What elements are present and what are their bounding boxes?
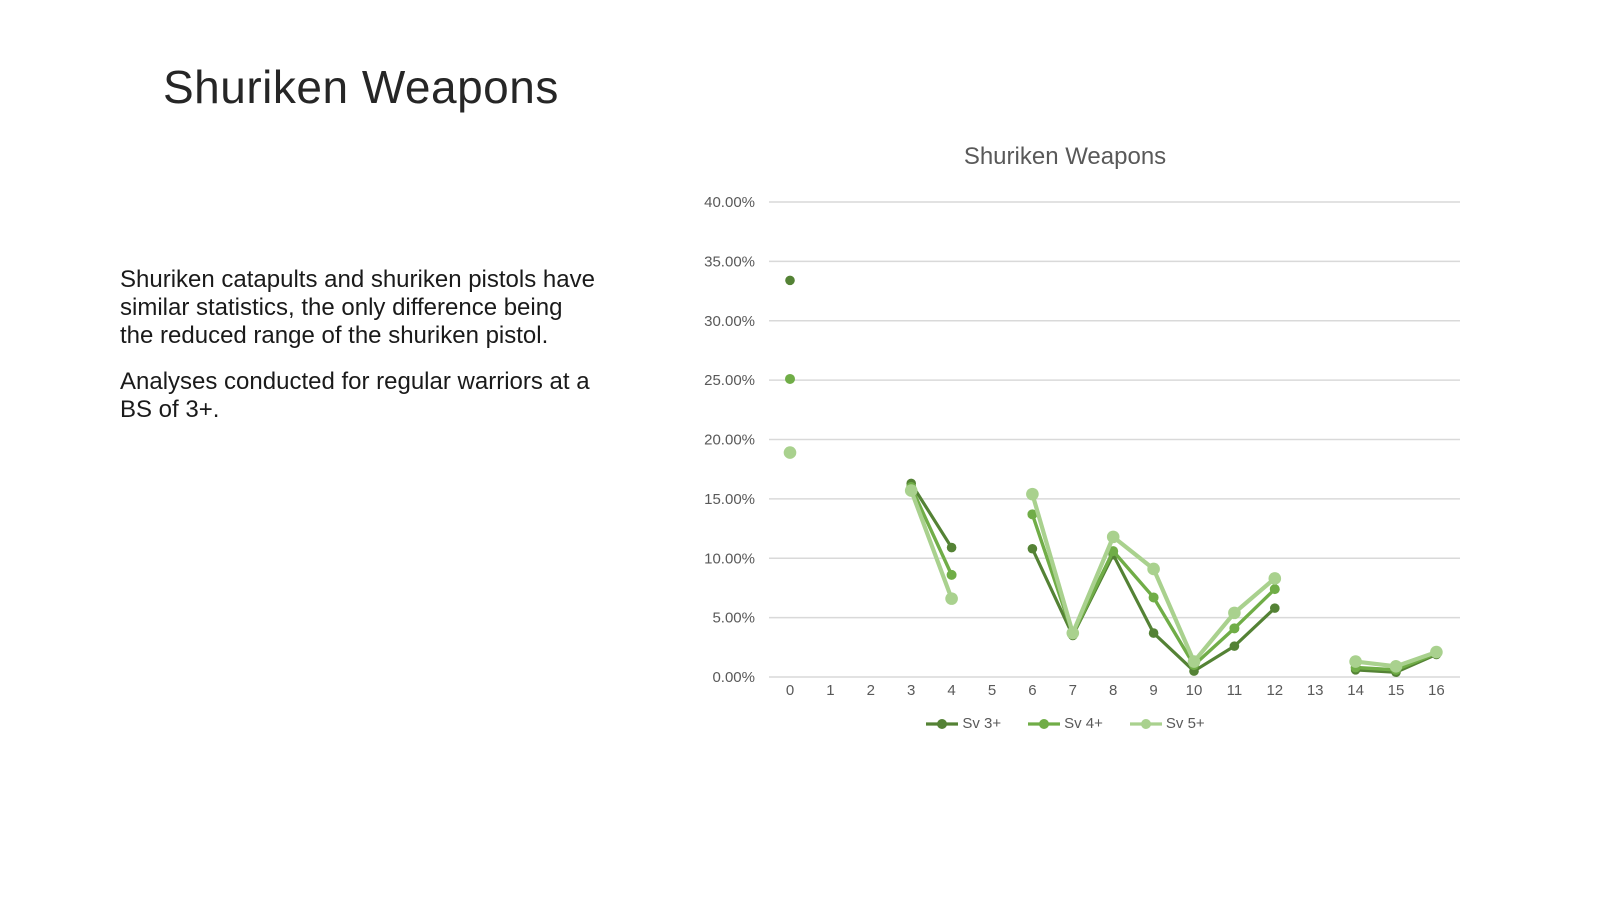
legend-item: Sv 4+ <box>1027 715 1103 732</box>
y-axis-tick-label: 20.00% <box>704 432 755 449</box>
slide-title: Shuriken Weapons <box>163 61 559 113</box>
x-axis-tick-label: 5 <box>988 682 996 699</box>
y-axis-tick-label: 40.00% <box>704 194 755 211</box>
x-axis-tick-label: 4 <box>947 682 955 699</box>
paragraph-weapon-description: Shuriken catapults and shuriken pistols … <box>120 266 595 349</box>
x-axis-tick-label: 9 <box>1149 682 1157 699</box>
y-axis-tick-label: 25.00% <box>704 372 755 389</box>
data-point-marker <box>1187 655 1201 668</box>
data-point-marker <box>785 373 795 384</box>
data-point-marker <box>1027 543 1038 554</box>
data-point-marker <box>904 484 918 497</box>
data-point-marker <box>946 542 957 553</box>
series-line <box>909 488 954 601</box>
data-point-marker <box>1229 641 1240 651</box>
data-point-marker <box>1027 509 1038 520</box>
x-axis-tick-label: 15 <box>1388 682 1405 699</box>
x-axis-tick-label: 13 <box>1307 682 1324 699</box>
data-point-marker <box>785 275 795 286</box>
data-point-marker <box>1270 603 1280 613</box>
data-point-marker <box>946 569 957 580</box>
x-axis-tick-label: 1 <box>826 682 834 699</box>
body-text: Shuriken catapults and shuriken pistols … <box>120 266 620 442</box>
data-point-marker <box>1147 562 1160 576</box>
series-line <box>909 481 954 550</box>
legend-label: Sv 4+ <box>1064 715 1103 732</box>
y-axis-tick-label: 10.00% <box>704 550 755 567</box>
chart-plot-area: 0.00% 5.00% 10.00% 15.00% 20.00% 25.00% 30.00%… <box>704 194 1460 699</box>
data-point-marker <box>1106 530 1120 544</box>
data-point-marker <box>1066 626 1080 640</box>
chart-legend: Sv 3+ Sv 4+ Sv 5+ <box>655 715 1475 732</box>
x-axis-tick-label: 16 <box>1428 682 1445 699</box>
x-axis-tick-label: 2 <box>867 682 875 699</box>
x-axis-tick-label: 7 <box>1069 682 1077 699</box>
y-axis-tick-label: 30.00% <box>704 313 755 330</box>
chart-title: Shuriken Weapons <box>963 143 1167 170</box>
legend-label: Sv 3+ <box>962 715 1002 732</box>
x-axis-tick-label: 11 <box>1227 682 1243 699</box>
data-point-marker <box>783 446 797 459</box>
data-point-marker <box>1430 645 1443 659</box>
data-point-marker <box>1148 628 1159 638</box>
paragraph-analysis-note: Analyses conducted for regular warriors … <box>120 368 590 423</box>
data-point-marker <box>1269 584 1280 595</box>
legend-item: Sv 3+ <box>925 715 1001 732</box>
x-axis-tick-label: 3 <box>907 682 915 699</box>
series-line <box>909 485 954 577</box>
data-point-marker <box>945 592 958 605</box>
x-axis-tick-label: 12 <box>1266 682 1283 699</box>
line-chart: 0.00% 5.00% 10.00% 15.00% 20.00% 25.00% 30.00%… <box>655 135 1475 755</box>
data-point-marker <box>1148 592 1159 603</box>
data-point-marker <box>1229 623 1240 634</box>
y-axis-tick-label: 15.00% <box>704 491 755 508</box>
legend-line-marker-icon <box>926 718 959 729</box>
data-point-marker <box>1228 606 1241 620</box>
data-point-marker <box>1026 487 1039 501</box>
data-point-marker <box>1349 655 1362 668</box>
y-axis-tick-label: 0.00% <box>712 669 755 686</box>
legend-label: Sv 5+ <box>1165 715 1205 732</box>
x-axis-tick-label: 8 <box>1109 682 1117 699</box>
y-axis-tick-label: 5.00% <box>712 610 755 627</box>
x-axis-tick-label: 10 <box>1186 682 1203 699</box>
data-point-marker <box>1389 660 1403 673</box>
x-axis-tick-label: 0 <box>786 682 794 699</box>
data-point-marker <box>1108 546 1119 557</box>
legend-item: Sv 5+ <box>1129 715 1205 732</box>
data-point-marker <box>1268 572 1282 585</box>
x-axis-tick-label: 14 <box>1347 682 1364 699</box>
legend-line-marker-icon <box>1028 718 1061 729</box>
x-axis-tick-label: 6 <box>1028 682 1036 699</box>
y-axis-tick-label: 35.00% <box>704 253 755 270</box>
legend-line-marker-icon <box>1129 718 1162 729</box>
